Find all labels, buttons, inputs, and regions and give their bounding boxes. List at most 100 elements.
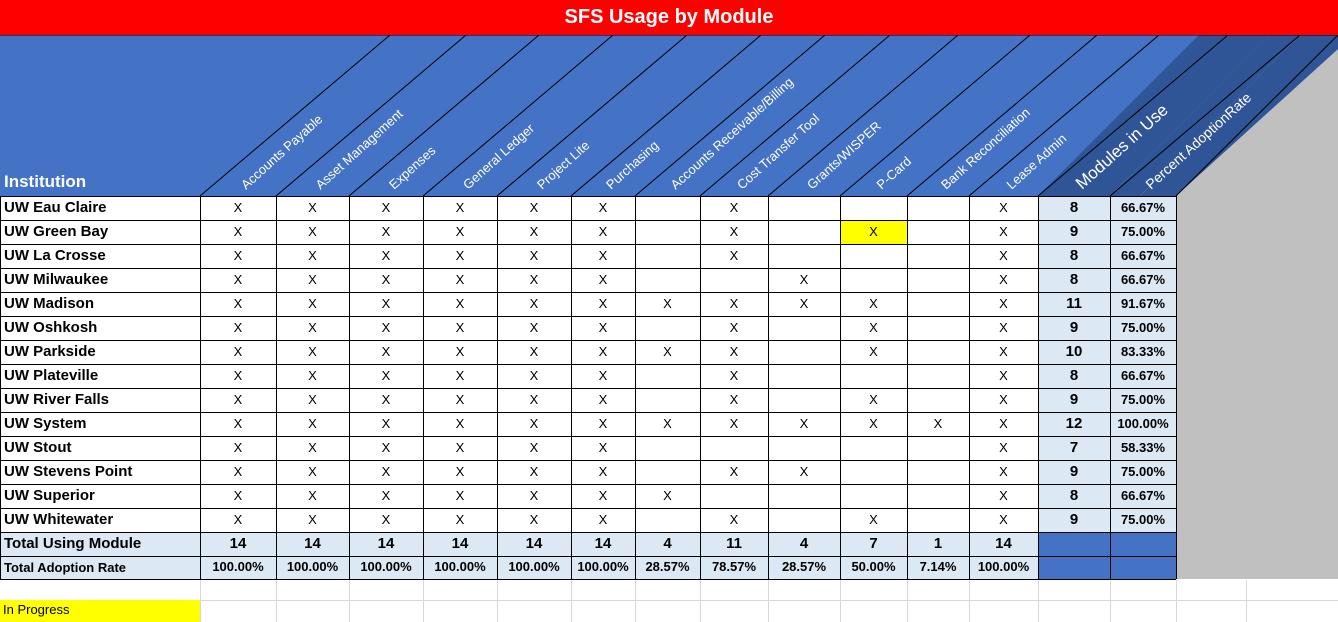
total-adoption-value: 100.00% [286,559,339,574]
usage-mark: X [308,200,317,215]
usage-mark: X [799,416,809,431]
percent-adoption-value: 75.00% [1120,464,1166,479]
usage-mark: X [999,320,1008,335]
modules-in-use-value: 8 [1069,271,1079,288]
usage-mark: X [999,512,1008,527]
usage-mark: X [799,296,809,311]
total-adoption-value: 100.00% [212,559,264,574]
percent-adoption-value: 91.67% [1120,296,1166,311]
usage-mark: X [999,272,1008,287]
total-adoption-label: Total Adoption Rate [4,560,127,575]
percent-adoption-value: 66.67% [1120,248,1166,263]
percent-adoption-value: 100.00% [1117,416,1169,431]
usage-mark: X [233,344,243,359]
usage-mark: X [999,248,1008,263]
usage-mark: X [308,368,317,383]
institution-name: UW Plateville [4,367,99,384]
modules-in-use-value: 8 [1069,247,1079,264]
institution-name: UW Stout [4,439,72,456]
usage-mark: X [381,224,391,239]
usage-mark: X [529,200,539,215]
usage-mark: X [233,320,243,335]
usage-mark: X [233,296,243,311]
usage-mark: X [729,320,739,335]
usage-mark: X [308,320,317,335]
percent-adoption-value: 75.00% [1120,392,1166,407]
usage-mark: X [455,392,465,407]
usage-mark: X [233,464,243,479]
usage-mark: X [729,368,739,383]
usage-mark: X [308,272,317,287]
usage-mark: X [529,368,539,383]
usage-mark: X [381,344,391,359]
modules-in-use-value: 10 [1065,343,1083,360]
total-using-value: 14 [229,535,247,552]
usage-mark: X [529,344,539,359]
total-adoption-value: 78.57% [711,559,757,574]
usage-mark: X [598,296,608,311]
usage-mark: X [869,296,878,311]
usage-mark: X [233,224,243,239]
usage-mark: X [381,272,391,287]
usage-mark: X [869,512,878,527]
usage-mark: X [308,488,317,503]
usage-mark: X [729,248,739,263]
usage-mark: X [999,488,1008,503]
total-adoption-value: 100.00% [508,559,560,574]
grid-lines [0,196,1338,622]
modules-in-use-value: 8 [1069,367,1079,384]
percent-adoption-value: 83.33% [1120,344,1166,359]
institution-name: UW System [4,415,87,432]
usage-mark: X [233,392,243,407]
total-using-value: 4 [799,535,809,552]
usage-mark: X [598,416,608,431]
usage-mark: X [999,416,1008,431]
total-adoption-value: 28.57% [781,559,827,574]
usage-mark: X [598,440,608,455]
usage-mark: X [381,368,391,383]
total-adoption-value: 100.00% [360,559,412,574]
usage-mark: X [999,224,1008,239]
usage-mark: X [799,272,809,287]
institution-name: UW River Falls [4,391,110,408]
institution-name: UW Milwaukee [4,271,109,288]
institution-name: UW La Crosse [4,247,106,264]
usage-mark: X [799,464,809,479]
total-using-value: 14 [995,535,1012,552]
total-adoption-value: 100.00% [577,559,629,574]
usage-mark: X [729,392,739,407]
total-using-module-label: Total Using Module [4,535,142,552]
percent-adoption-value: 66.67% [1120,200,1166,215]
usage-mark: X [529,224,539,239]
usage-mark: X [455,224,465,239]
percent-adoption-value: 58.33% [1120,440,1166,455]
usage-mark: X [308,440,317,455]
usage-mark: X [729,224,739,239]
usage-mark: X [999,200,1008,215]
usage-mark: X [381,296,391,311]
usage-mark: X [729,344,739,359]
modules-in-use-value: 9 [1069,391,1079,408]
usage-mark: X [381,248,391,263]
total-using-value: 14 [377,535,395,552]
usage-mark: X [999,368,1008,383]
usage-mark: X [729,296,739,311]
total-adoption-value: 100.00% [434,559,486,574]
usage-mark: X [455,296,465,311]
usage-mark: X [233,248,243,263]
usage-mark: X [529,392,539,407]
institution-column-header: Institution [4,172,87,191]
usage-mark: X [729,416,739,431]
usage-mark: X [455,200,465,215]
institution-name: UW Eau Claire [4,199,107,216]
usage-mark: X [869,392,878,407]
usage-mark: X [455,488,465,503]
percent-adoption-value: 66.67% [1120,488,1166,503]
usage-mark: X [869,224,878,239]
usage-mark: X [233,512,243,527]
usage-mark: X [663,416,672,431]
modules-in-use-value: 9 [1069,511,1079,528]
percent-adoption-value: 75.00% [1120,512,1166,527]
modules-in-use-value: 11 [1066,295,1082,312]
